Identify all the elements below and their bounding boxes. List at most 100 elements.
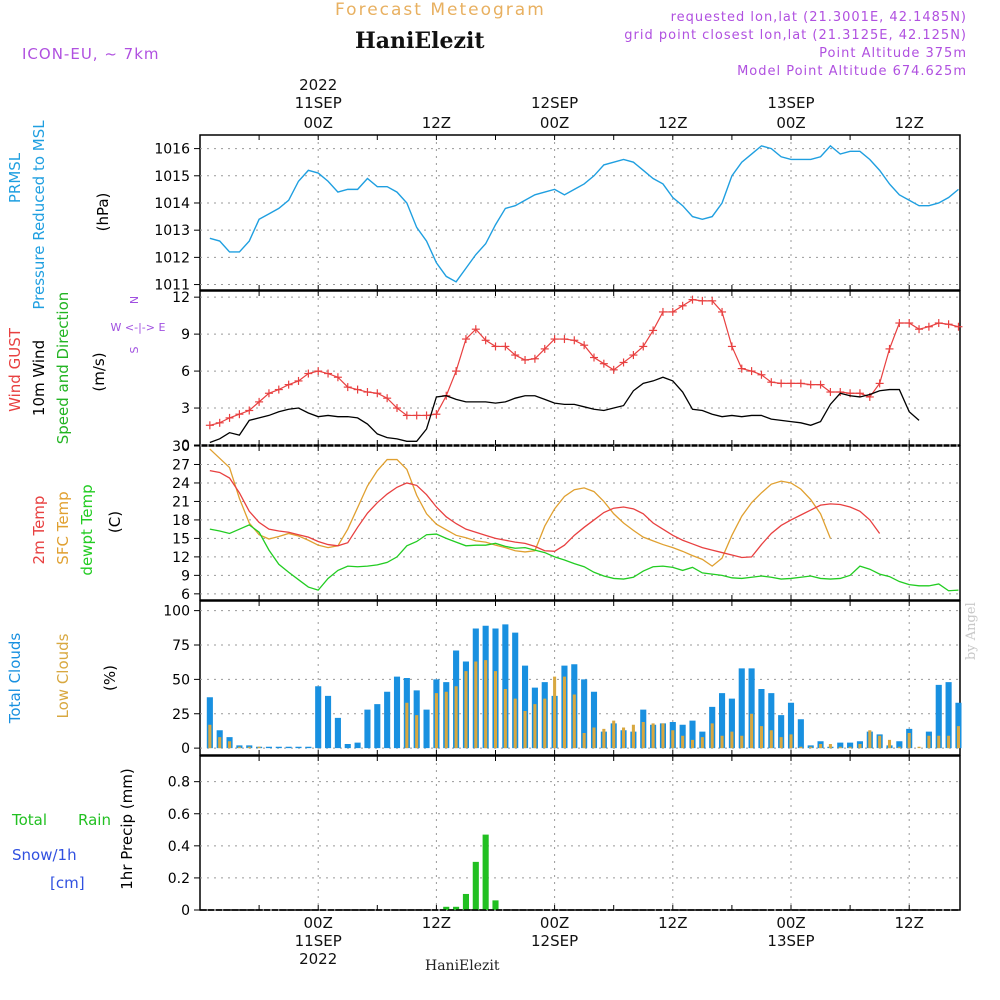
total-cloud-bar [512, 632, 519, 749]
low-cloud-bar [602, 728, 606, 749]
total-cloud-bar [955, 702, 962, 749]
total-cloud-bar [305, 746, 312, 749]
total-cloud-bar [738, 668, 745, 749]
low-cloud-bar [582, 733, 586, 749]
total-cloud-bar [423, 709, 430, 749]
low-cloud-bar [956, 726, 960, 749]
top-hour-label: 00Z [540, 114, 569, 132]
low-cloud-bar [523, 711, 527, 749]
low-cloud-bar [769, 730, 773, 749]
ytick-label-temp: 24 [172, 476, 190, 492]
total-cloud-bar [945, 682, 952, 749]
total-cloud-bar [334, 717, 341, 749]
wind-axis-label-2: 10m Wind [30, 340, 48, 416]
ytick-label-pressure: 1016 [154, 142, 190, 158]
total-cloud-bar [787, 702, 795, 749]
total-cloud-bar [797, 719, 804, 749]
total-cloud-bar [837, 742, 844, 749]
bottom-hour-label: 00Z [304, 914, 333, 932]
top-year-label: 2022 [299, 76, 337, 94]
total-cloud-bar [896, 741, 903, 749]
top-hour-label: 12Z [895, 114, 924, 132]
requested-coords: requested lon,lat (21.3001E, 42.1485N) [670, 10, 967, 25]
low-cloud-bar [819, 744, 823, 749]
compass-label: W <-|-> E [111, 321, 166, 334]
ytick-label-temp: 21 [172, 494, 190, 510]
top-hour-label: 00Z [304, 114, 333, 132]
low-cloud-bar [415, 715, 419, 749]
low-cloud-bar [454, 686, 458, 749]
rain-bar [443, 906, 450, 910]
ytick-label-wind: 0 [181, 438, 190, 454]
total-cloud-bar [324, 695, 332, 749]
bottom-hour-label: 00Z [776, 914, 805, 932]
low-cloud-bar [631, 724, 635, 749]
low-cloud-bar [247, 746, 251, 749]
ytick-label-clouds: 100 [163, 604, 190, 620]
ytick-label-precip: 0.4 [168, 839, 190, 855]
cloud-axis-label-2: Low Clouds [54, 633, 72, 718]
low-cloud-bar [838, 746, 842, 749]
total-cloud-bar [748, 668, 755, 749]
ytick-label-precip: 0.6 [168, 807, 190, 823]
bottom-hour-label: 12Z [895, 914, 924, 932]
low-cloud-bar [592, 727, 596, 749]
total-cloud-bar [935, 684, 942, 749]
ytick-label-clouds: 0 [181, 741, 190, 757]
low-cloud-bar [405, 702, 409, 749]
footer-station: HaniElezit [425, 958, 500, 974]
ytick-label-wind: 6 [181, 364, 190, 380]
panel-frame-clouds [199, 600, 961, 756]
ytick-label-clouds: 25 [172, 707, 190, 723]
low-cloud-bar [237, 746, 241, 749]
bottom-hour-label: 12Z [422, 914, 451, 932]
ytick-label-clouds: 50 [172, 672, 190, 688]
low-cloud-bar [661, 723, 665, 749]
low-cloud-bar [720, 735, 724, 749]
low-cloud-bar [750, 713, 754, 749]
total-cloud-bar [265, 746, 273, 749]
total-cloud-bar [590, 691, 598, 749]
rain-bar [472, 861, 479, 910]
low-cloud-bar [434, 693, 438, 749]
low-cloud-bar [533, 704, 537, 749]
bottom-date-label: 11SEP [295, 932, 342, 950]
low-cloud-bar [848, 746, 852, 749]
low-cloud-bar [218, 737, 222, 749]
low-cloud-bar [464, 671, 468, 749]
low-cloud-bar [562, 676, 566, 749]
ytick-label-pressure: 1012 [154, 250, 190, 266]
ytick-label-temp: 15 [172, 531, 190, 547]
low-cloud-bar [484, 660, 488, 749]
model-altitude: Model Point Altitude 674.625m [737, 64, 967, 79]
total-cloud-bar [364, 709, 371, 749]
low-cloud-bar [858, 744, 862, 749]
total-cloud-bar [285, 746, 292, 749]
total-cloud-bar [502, 624, 509, 749]
ytick-label-temp: 9 [181, 568, 190, 584]
low-cloud-bar [503, 689, 507, 749]
ytick-label-precip: 0.8 [168, 775, 190, 791]
ytick-label-precip: 0.2 [168, 871, 190, 887]
bottom-hour-label: 00Z [540, 914, 569, 932]
total-cloud-bar [295, 746, 302, 749]
temp-axis-label-1: 2m Temp [30, 496, 48, 565]
low-cloud-bar [759, 726, 763, 749]
compass-north: N [128, 296, 141, 304]
rain-bar [482, 834, 489, 910]
station-title: HaniElezit [355, 28, 485, 54]
ytick-label-pressure: 1015 [154, 169, 190, 185]
bottom-year-label: 2022 [299, 950, 337, 968]
temp-unit: (C) [106, 511, 124, 533]
low-cloud-bar [730, 731, 734, 749]
low-cloud-bar [208, 724, 212, 749]
bottom-date-label: 13SEP [767, 932, 814, 950]
precip-axis-label: 1hr Precip (mm) [118, 768, 136, 889]
model-label: ICON-EU, ~ 7km [22, 45, 160, 63]
temp-2m-line [209, 470, 881, 559]
low-cloud-bar [878, 735, 882, 749]
total-cloud-bar [689, 720, 696, 749]
ytick-label-wind: 9 [181, 327, 190, 343]
